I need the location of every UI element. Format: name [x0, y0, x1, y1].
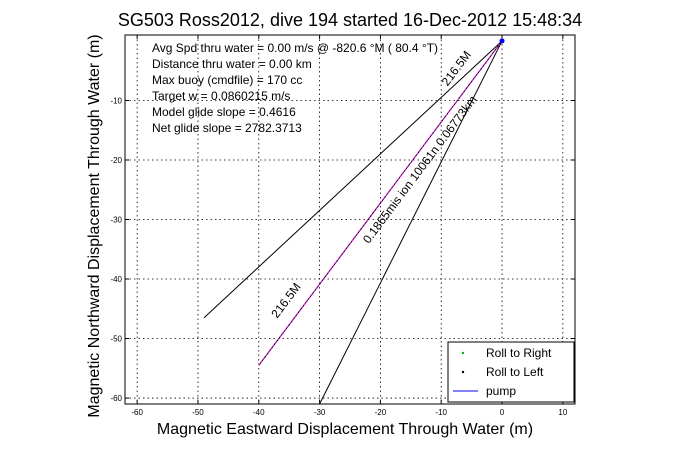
x-tick-label: -20: [375, 408, 387, 417]
legend-marker: [461, 370, 465, 374]
y-tick-label: -60: [110, 394, 122, 403]
x-axis-label: Magnetic Eastward Displacement Through W…: [157, 421, 533, 438]
plot-area-frame: [124, 34, 576, 405]
x-tick-label: 10: [558, 408, 567, 417]
info-line: Model glide slope = 0.4616: [152, 105, 296, 119]
info-box: Avg Spd thru water = 0.00 m/s @ -820.6 °…: [152, 41, 438, 135]
chart-title: SG503 Ross2012, dive 194 started 16-Dec-…: [118, 10, 582, 30]
info-line: Net glide slope = 2782.3713: [152, 121, 302, 135]
info-line: Distance thru water = 0.00 km: [152, 57, 312, 71]
x-tick-label: -60: [131, 408, 143, 417]
info-line: Target w = 0.0860215 m/s: [152, 89, 290, 103]
legend-label: pump: [486, 384, 516, 398]
y-tick-label: -20: [110, 156, 122, 165]
series-line: [319, 40, 503, 405]
y-tick-label: -10: [110, 96, 122, 105]
y-axis-label: Magnetic Northward Displacement Through …: [86, 34, 103, 417]
x-tick-label: -30: [314, 408, 326, 417]
y-tick-label: -40: [110, 275, 122, 284]
legend-box: [447, 341, 575, 403]
ticks: -60 -50 -40 -30 -20 -10 0 10 -60 -50 -40 -30 -20 -10: [110, 35, 575, 417]
info-line: Max buoy (cmdfile) = 170 cc: [152, 73, 302, 87]
start-point: [499, 38, 505, 44]
legend-label: Roll to Right: [486, 346, 552, 360]
legend-label: Roll to Left: [486, 365, 544, 379]
x-tick-label: -10: [435, 408, 447, 417]
track-line: [258, 40, 503, 366]
legend-marker: [461, 351, 465, 355]
series-group: [203, 38, 505, 405]
legend: Roll to Right Roll to Left pump: [447, 341, 575, 403]
x-tick-label: -40: [253, 408, 265, 417]
x-tick-label: 0: [500, 408, 505, 417]
x-tick-label: -50: [192, 408, 204, 417]
y-tick-label: -50: [110, 335, 122, 344]
info-line: Avg Spd thru water = 0.00 m/s @ -820.6 °…: [152, 41, 438, 55]
series-line: [203, 40, 503, 319]
y-tick-label: -30: [110, 216, 122, 225]
